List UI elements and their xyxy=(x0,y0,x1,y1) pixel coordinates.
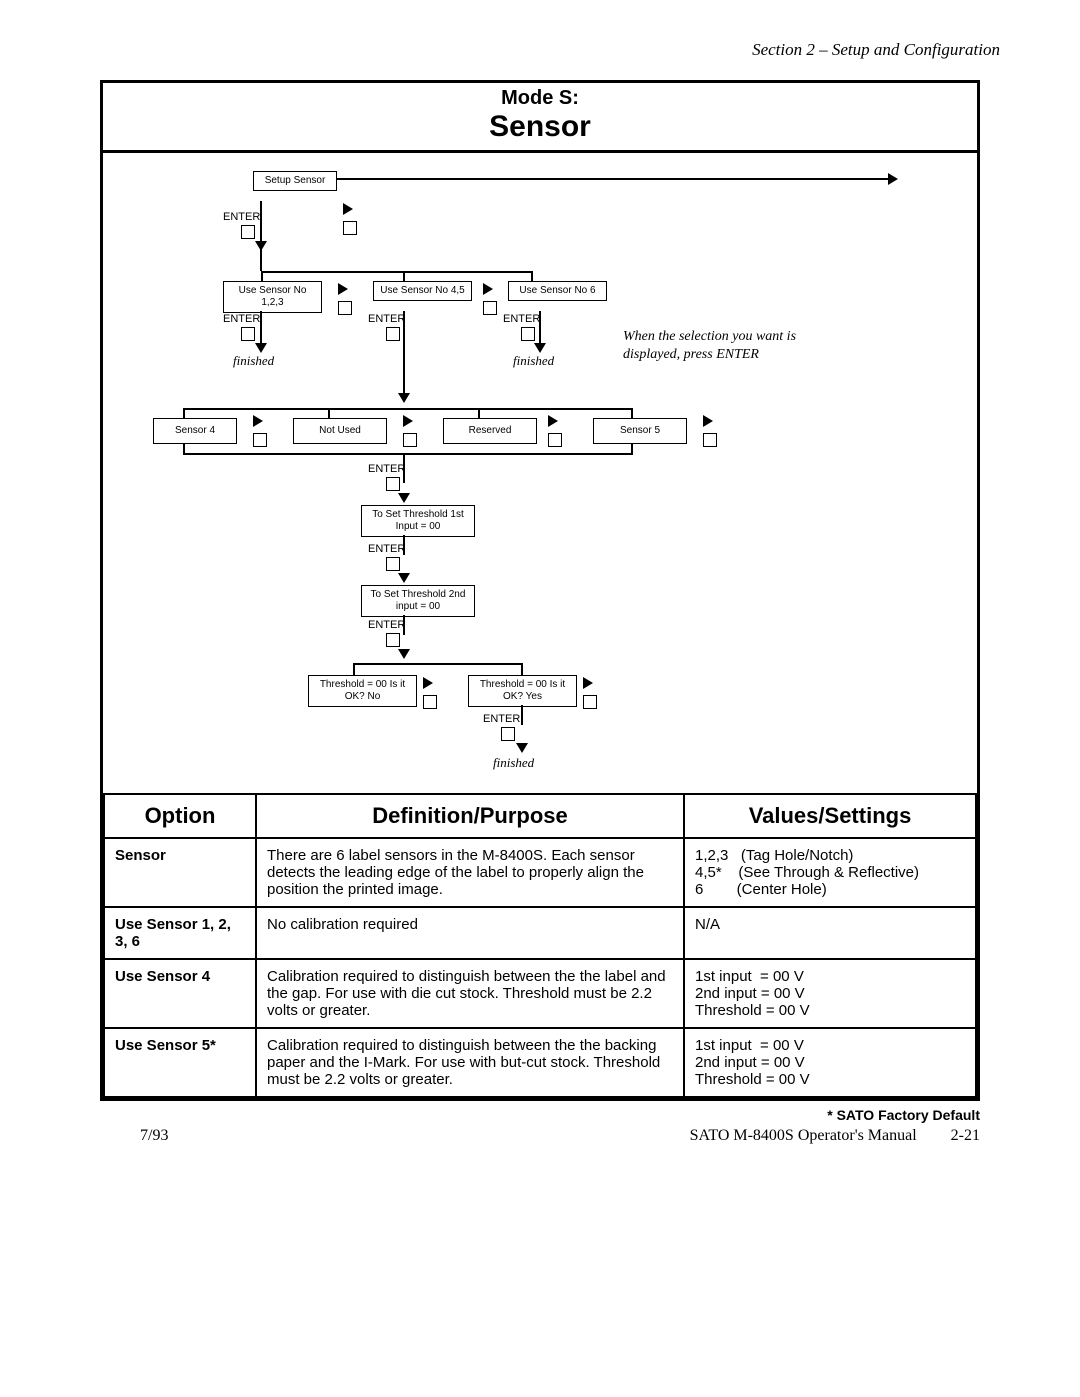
cell-def: Calibration required to distinguish betw… xyxy=(256,959,684,1028)
footer-page: 2-21 xyxy=(951,1127,980,1144)
title-mode: Mode S: xyxy=(103,87,977,110)
enter-1: ENTER xyxy=(223,211,260,223)
table-row: Use Sensor 5* Calibration required to di… xyxy=(104,1028,976,1097)
box-okyes: Threshold = 00 Is it OK? Yes xyxy=(468,675,577,707)
finished-1: finished xyxy=(233,353,274,369)
footer: 7/93 SATO M-8400S Operator's Manual 2-21 xyxy=(140,1127,980,1145)
enter-4: ENTER xyxy=(503,313,540,325)
th-option: Option xyxy=(104,794,256,838)
cell-option: Use Sensor 1, 2, 3, 6 xyxy=(104,907,256,959)
section-header: Section 2 – Setup and Configuration xyxy=(60,40,1000,60)
box-use123: Use Sensor No 1,2,3 xyxy=(223,281,322,313)
box-thresh2: To Set Threshold 2nd input = 00 xyxy=(361,585,475,617)
th-def: Definition/Purpose xyxy=(256,794,684,838)
enter-2: ENTER xyxy=(223,313,260,325)
cell-vals: 1,2,3 (Tag Hole/Notch) 4,5* (See Through… xyxy=(684,838,976,907)
cell-option: Sensor xyxy=(104,838,256,907)
th-vals: Values/Settings xyxy=(684,794,976,838)
note: When the selection you want is displayed… xyxy=(623,328,843,364)
cell-def: There are 6 label sensors in the M-8400S… xyxy=(256,838,684,907)
box-sensor5: Sensor 5 xyxy=(593,418,687,444)
box-reserved: Reserved xyxy=(443,418,537,444)
finished-3: finished xyxy=(493,755,534,771)
cell-option: Use Sensor 4 xyxy=(104,959,256,1028)
footer-manual: SATO M-8400S Operator's Manual xyxy=(690,1127,917,1144)
box-okno: Threshold = 00 Is it OK? No xyxy=(308,675,417,707)
box-use45: Use Sensor No 4,5 xyxy=(373,281,472,301)
cell-def: Calibration required to distinguish betw… xyxy=(256,1028,684,1097)
box-setup: Setup Sensor xyxy=(253,171,337,191)
cell-def: No calibration required xyxy=(256,907,684,959)
table-row: Use Sensor 4 Calibration required to dis… xyxy=(104,959,976,1028)
footer-date: 7/93 xyxy=(140,1127,168,1145)
box-sensor4: Sensor 4 xyxy=(153,418,237,444)
enter-5: ENTER xyxy=(368,463,405,475)
table-row: Use Sensor 1, 2, 3, 6 No calibration req… xyxy=(104,907,976,959)
flowchart: Setup Sensor ENTER Use Sensor No 1,2,3 U… xyxy=(103,153,977,793)
options-table: Option Definition/Purpose Values/Setting… xyxy=(103,793,977,1098)
cell-option: Use Sensor 5* xyxy=(104,1028,256,1097)
table-row: Sensor There are 6 label sensors in the … xyxy=(104,838,976,907)
cell-vals: 1st input = 00 V 2nd input = 00 V Thresh… xyxy=(684,1028,976,1097)
footnote: * SATO Factory Default xyxy=(60,1107,980,1123)
finished-2: finished xyxy=(513,353,554,369)
title-sensor: Sensor xyxy=(103,110,977,144)
enter-3: ENTER xyxy=(368,313,405,325)
box-notused: Not Used xyxy=(293,418,387,444)
main-box: Mode S: Sensor Setup Sensor ENTER Use Se… xyxy=(100,80,980,1101)
title-bar: Mode S: Sensor xyxy=(103,83,977,153)
enter-7: ENTER xyxy=(368,619,405,631)
cell-vals: N/A xyxy=(684,907,976,959)
enter-8: ENTER xyxy=(483,713,520,725)
box-thresh1: To Set Threshold 1st Input = 00 xyxy=(361,505,475,537)
box-use6: Use Sensor No 6 xyxy=(508,281,607,301)
enter-6: ENTER xyxy=(368,543,405,555)
cell-vals: 1st input = 00 V 2nd input = 00 V Thresh… xyxy=(684,959,976,1028)
